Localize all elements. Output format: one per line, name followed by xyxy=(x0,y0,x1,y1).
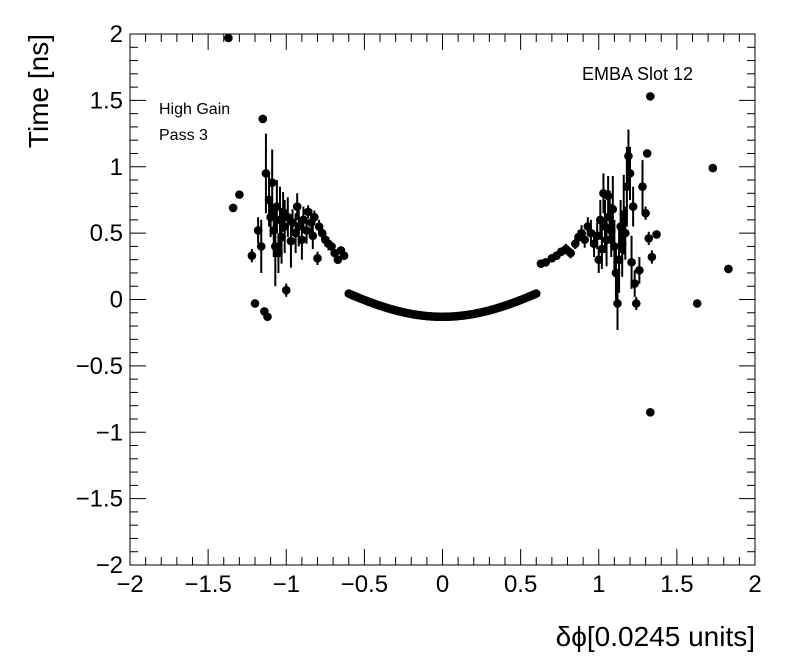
data-point xyxy=(256,242,266,251)
data-point xyxy=(247,251,257,260)
data-point xyxy=(652,230,661,239)
data-point xyxy=(613,299,622,308)
data-point xyxy=(644,234,654,243)
data-point xyxy=(625,169,635,178)
data-point xyxy=(642,149,652,158)
data-point xyxy=(333,255,343,264)
axis-tick-labels: −2 −1.5 −1 −0.5 0 0.5 1 1.5 2 −2 −1.5 −1 −0.5 0 0.5 1 1.… xyxy=(76,21,762,598)
data-point xyxy=(327,242,336,251)
axis-ticks xyxy=(129,33,756,566)
y-tick-label: −2 xyxy=(96,552,123,579)
data-point xyxy=(267,178,277,187)
x-tick-label: 1.5 xyxy=(660,571,693,598)
data-point xyxy=(635,265,644,275)
data-point xyxy=(566,248,575,258)
data-point xyxy=(692,299,702,308)
data-point xyxy=(610,242,619,251)
data-point xyxy=(286,236,296,246)
y-tick-label: 2 xyxy=(110,21,123,48)
data-point xyxy=(638,182,647,191)
data-point xyxy=(313,254,322,263)
data-point xyxy=(641,208,650,218)
data-point xyxy=(281,285,291,295)
x-tick-label: 2 xyxy=(748,571,761,598)
annotation-pass: Pass 3 xyxy=(159,127,208,144)
x-tick-label: −1 xyxy=(273,571,300,598)
data-point xyxy=(580,235,589,245)
data-point xyxy=(531,289,541,298)
data-point xyxy=(646,408,655,417)
x-tick-label: −1.5 xyxy=(184,571,231,598)
data-point xyxy=(621,228,630,238)
data-point xyxy=(724,264,733,274)
x-tick-label: 1 xyxy=(592,571,605,598)
data-point xyxy=(258,114,268,124)
data-point xyxy=(628,202,638,211)
data-point xyxy=(250,299,260,308)
data-point xyxy=(308,231,318,241)
y-tick-label: 0.5 xyxy=(90,220,123,247)
data-point xyxy=(541,258,550,267)
y-tick-label: 1 xyxy=(110,154,123,181)
x-tick-label: 0 xyxy=(436,571,449,598)
y-tick-label: −0.5 xyxy=(76,353,123,380)
data-point xyxy=(235,190,244,199)
data-point xyxy=(630,279,639,288)
data-point xyxy=(596,215,605,225)
data-point xyxy=(624,151,633,161)
data-point xyxy=(310,212,319,222)
annotation-gain: High Gain xyxy=(159,101,230,118)
y-tick-label: −1 xyxy=(96,419,123,446)
data-point xyxy=(292,202,302,211)
data-point xyxy=(627,258,636,267)
data-point xyxy=(339,251,349,260)
y-axis-label: Time [ns] xyxy=(23,34,54,148)
x-tick-label: −0.5 xyxy=(341,571,388,598)
x-tick-label: 0.5 xyxy=(504,571,537,598)
data-points-layer xyxy=(224,33,733,417)
data-point xyxy=(302,226,311,235)
data-point xyxy=(224,33,233,43)
data-point xyxy=(647,252,657,262)
data-point xyxy=(608,204,618,214)
data-point xyxy=(631,299,641,308)
data-point xyxy=(228,203,238,213)
data-point xyxy=(263,312,272,322)
data-point xyxy=(297,235,307,245)
data-point xyxy=(603,191,613,201)
y-tick-label: 1.5 xyxy=(90,87,123,114)
data-point xyxy=(646,92,655,101)
annotation-module: EMBA Slot 12 xyxy=(582,64,693,84)
data-point xyxy=(708,163,718,173)
x-axis-label: δϕ[0.0245 units] xyxy=(556,621,755,652)
y-tick-label: −1.5 xyxy=(76,486,123,513)
x-tick-label: −2 xyxy=(116,571,143,598)
y-tick-label: 0 xyxy=(110,287,123,314)
